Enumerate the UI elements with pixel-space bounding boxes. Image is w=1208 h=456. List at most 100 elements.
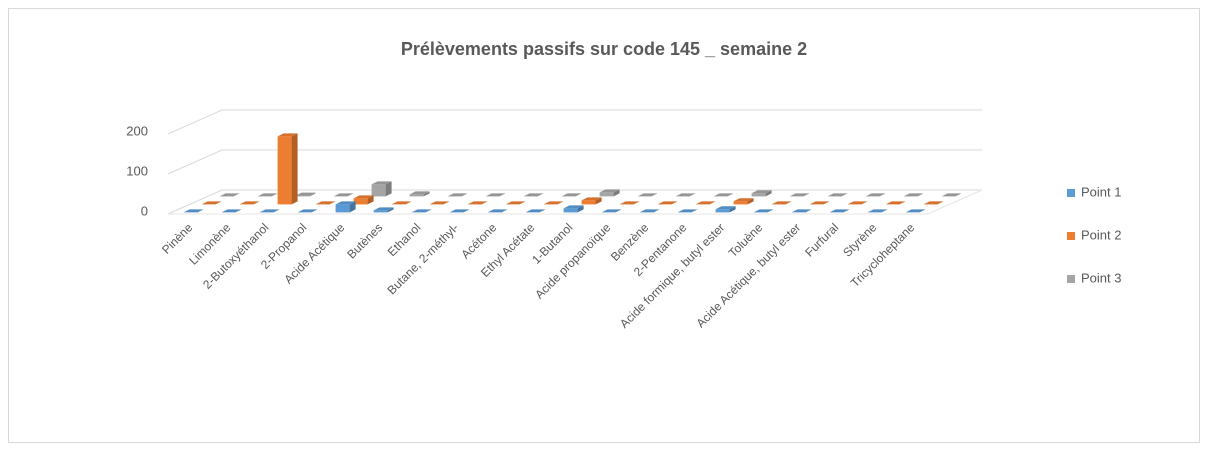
bar-top	[753, 209, 774, 213]
grid-line	[167, 109, 982, 135]
bar-top	[677, 209, 698, 213]
bar-top	[219, 193, 240, 197]
bar-side	[385, 181, 392, 197]
bar-front	[733, 201, 748, 205]
bar	[333, 193, 354, 197]
bar	[543, 201, 564, 205]
bar-top	[297, 209, 318, 213]
y-tick-label: 0	[141, 203, 148, 218]
bar-side	[291, 133, 298, 205]
bar	[771, 201, 792, 205]
legend-swatch	[1067, 232, 1075, 240]
bar-top	[295, 192, 316, 196]
bar	[523, 193, 544, 197]
bar-top	[333, 193, 354, 197]
bar	[561, 193, 582, 197]
bar-front	[599, 192, 614, 197]
bar-front	[563, 208, 578, 213]
legend-label: Point 2	[1081, 227, 1121, 242]
bar-side	[595, 197, 602, 205]
bar-top	[391, 201, 412, 205]
bar	[449, 209, 470, 213]
bar	[505, 201, 526, 205]
bar	[601, 209, 622, 213]
bar	[183, 209, 204, 213]
bar-front	[295, 195, 310, 197]
bar	[829, 209, 850, 213]
bar-front	[715, 209, 730, 213]
bar	[201, 201, 222, 205]
bar-front	[581, 200, 596, 205]
chart-border	[8, 8, 1200, 443]
bar	[637, 193, 658, 197]
bar	[923, 201, 944, 205]
bar-front	[409, 194, 424, 197]
bar-top	[601, 209, 622, 213]
bar-side	[423, 191, 430, 197]
bar-front	[353, 198, 368, 205]
bar	[619, 201, 640, 205]
bar	[467, 201, 488, 205]
bar-top	[771, 201, 792, 205]
bar	[789, 193, 810, 197]
grid-line	[167, 189, 982, 215]
bar-top	[449, 209, 470, 213]
bar-front	[373, 210, 388, 213]
bar-top	[239, 201, 260, 205]
bar-top	[941, 193, 962, 197]
bar-side	[613, 189, 620, 197]
bar-top	[561, 193, 582, 197]
bar-side	[747, 198, 754, 205]
bar	[295, 192, 316, 197]
bar-top	[371, 181, 392, 185]
legend-swatch	[1067, 275, 1075, 283]
bar-top	[447, 193, 468, 197]
floor-edge	[168, 189, 983, 215]
bar-top	[751, 190, 772, 194]
bar-top	[923, 201, 944, 205]
bar	[409, 191, 430, 197]
bar-top	[829, 209, 850, 213]
bar-top	[525, 209, 546, 213]
bar	[277, 133, 298, 205]
bar	[391, 201, 412, 205]
legend-swatch	[1067, 189, 1075, 197]
bar-side	[387, 207, 394, 213]
bar	[751, 190, 772, 197]
bar-top	[791, 209, 812, 213]
bar-top	[581, 197, 602, 201]
bar	[715, 206, 736, 213]
bar-top	[543, 201, 564, 205]
bar-top	[373, 207, 394, 211]
bar	[599, 189, 620, 197]
bar	[525, 209, 546, 213]
bar-top	[353, 195, 374, 199]
bar-side	[577, 205, 584, 213]
bar-top	[885, 201, 906, 205]
bar-top	[675, 193, 696, 197]
bar-top	[639, 209, 660, 213]
bar-top	[563, 205, 584, 209]
bar	[335, 201, 356, 213]
bar-top	[695, 201, 716, 205]
bar-top	[599, 189, 620, 193]
bar-top	[277, 133, 298, 137]
bar	[257, 193, 278, 197]
bar-top	[411, 209, 432, 213]
bar	[373, 207, 394, 213]
bar	[827, 193, 848, 197]
bar-top	[867, 209, 888, 213]
bar	[677, 209, 698, 213]
bar	[713, 193, 734, 197]
bar-front	[751, 193, 766, 197]
bar-top	[657, 201, 678, 205]
bar	[905, 209, 926, 213]
bar	[353, 195, 374, 205]
bar	[675, 193, 696, 197]
bar	[581, 197, 602, 205]
bar	[239, 201, 260, 205]
bar-side	[349, 201, 356, 213]
bar	[903, 193, 924, 197]
bar	[865, 193, 886, 197]
bar	[809, 201, 830, 205]
